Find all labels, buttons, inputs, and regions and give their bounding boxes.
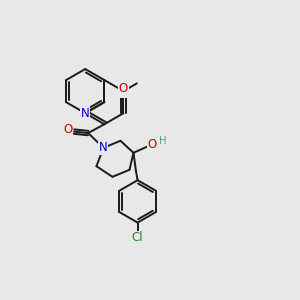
Text: Cl: Cl [132, 231, 143, 244]
Text: H: H [159, 136, 167, 146]
Text: N: N [99, 141, 108, 154]
Text: N: N [81, 107, 90, 120]
Text: O: O [148, 138, 157, 151]
Text: N: N [119, 85, 128, 98]
Text: O: O [63, 123, 72, 136]
Text: O: O [119, 82, 128, 95]
